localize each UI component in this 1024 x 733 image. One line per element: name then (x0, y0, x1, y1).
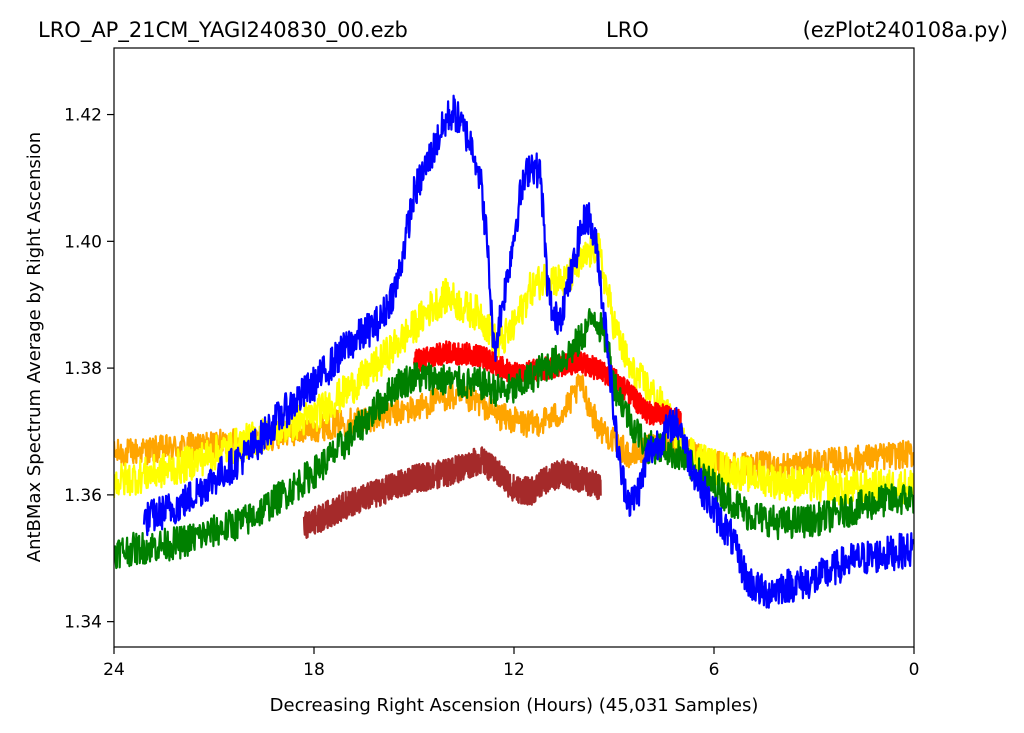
series-line-3 (302, 446, 602, 539)
x-tick-label: 24 (103, 660, 125, 680)
y-tick-label: 1.36 (64, 486, 102, 506)
x-axis: 24 18 12 6 0 (103, 647, 919, 680)
y-tick-label: 1.42 (64, 106, 102, 126)
x-tick-label: 12 (503, 660, 525, 680)
series-line-4 (114, 308, 914, 570)
series-layer (114, 94, 914, 609)
y-tick-label: 1.34 (64, 613, 102, 633)
y-tick-label: 1.40 (64, 232, 102, 252)
chart-title-script: (ezPlot240108a.py) (803, 18, 1008, 42)
series-line-5 (142, 94, 914, 609)
chart-title-site: LRO (606, 18, 649, 42)
y-tick-label: 1.38 (64, 359, 102, 379)
chart-title-filename: LRO_AP_21CM_YAGI240830_00.ezb (38, 18, 408, 43)
x-tick-label: 0 (909, 660, 920, 680)
y-axis-label: AntBMax Spectrum Average by Right Ascens… (24, 132, 45, 562)
x-tick-label: 18 (303, 660, 325, 680)
x-tick-label: 6 (709, 660, 720, 680)
x-axis-label: Decreasing Right Ascension (Hours) (45,0… (270, 695, 759, 716)
plot-frame (113, 47, 915, 648)
y-axis: 1.34 1.36 1.38 1.40 1.42 (64, 106, 114, 633)
